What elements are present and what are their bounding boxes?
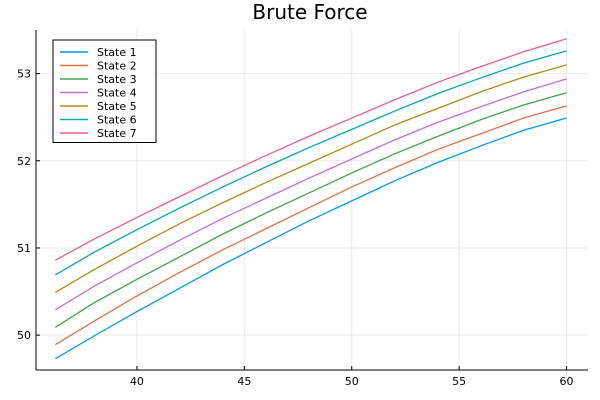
legend-box (52, 39, 157, 143)
y-tick-label: 51 (17, 242, 31, 255)
series-line-5 (55, 64, 567, 293)
legend-label-2: State 2 (97, 60, 137, 73)
y-tick-label: 53 (17, 68, 31, 81)
series-line-3 (54, 92, 567, 328)
x-tick-label: 40 (130, 375, 144, 388)
x-tick-label: 55 (452, 375, 466, 388)
series-line-7 (55, 38, 567, 261)
legend-label-7: State 7 (97, 127, 137, 140)
legend-label-3: State 3 (97, 73, 137, 86)
x-tick-label: 45 (237, 375, 251, 388)
legend-label-1: State 1 (97, 46, 137, 59)
series-line-1 (55, 117, 567, 360)
x-tick-label: 50 (345, 375, 359, 388)
grid (36, 30, 588, 370)
x-tick-label: 60 (560, 375, 574, 388)
chart-title: Brute Force (252, 0, 367, 24)
legend-label-5: State 5 (97, 100, 137, 113)
y-tick-label: 50 (17, 329, 31, 342)
series-lines (54, 38, 567, 360)
series-line-2 (54, 105, 567, 346)
legend-label-6: State 6 (97, 114, 137, 127)
tick-labels: 40 45 50 55 60 50 51 52 53 (17, 68, 574, 388)
series-line-4 (54, 78, 567, 311)
axes (35, 30, 588, 371)
series-line-6 (55, 50, 567, 276)
legend-label-4: State 4 (97, 87, 137, 100)
y-tick-label: 52 (17, 155, 31, 168)
